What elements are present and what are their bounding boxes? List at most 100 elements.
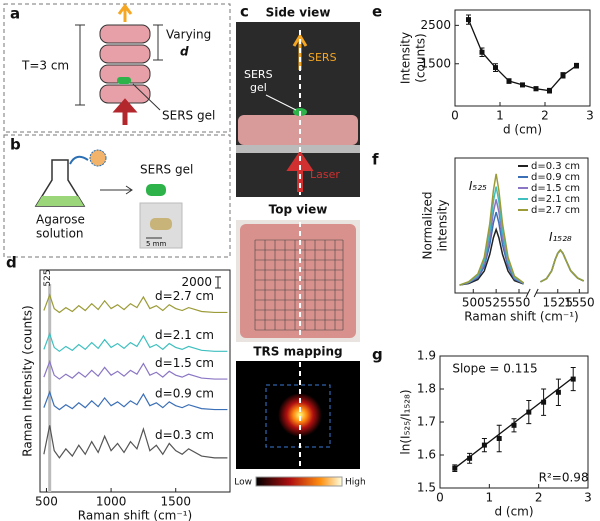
diagram-text: Varying [166, 28, 211, 42]
x-tick-label: 3 [586, 109, 594, 123]
x-tick-label: 1 [496, 109, 504, 123]
annotation: I₅₂₅ [469, 179, 487, 193]
x-tick-label: 1550 [564, 296, 595, 310]
x-tick-label: 1000 [96, 495, 127, 509]
x-axis-label: Raman shift (cm⁻¹) [78, 509, 192, 521]
y-axis-label: Normalized [421, 191, 435, 259]
series-label: d=2.7 cm [155, 289, 214, 303]
side-photo [236, 22, 360, 197]
diagram-text: Top view [269, 203, 328, 217]
diagram-text: SERS [308, 51, 337, 64]
diagram-text: TRS mapping [253, 345, 342, 359]
data-point [479, 49, 485, 55]
diagram-text: Laser [310, 168, 340, 181]
y-tick-label: 1.5 [417, 481, 436, 495]
y-tick-label: 1.7 [417, 415, 436, 429]
reference-label: 525 [43, 269, 53, 286]
tissue-stack [75, 3, 163, 125]
flask-diagram [34, 149, 183, 249]
series-line [459, 199, 524, 286]
plot-frame [39, 269, 231, 493]
panel-box [3, 134, 231, 258]
y-tick-label: 1500 [420, 56, 451, 70]
legend-label: d=0.9 cm [531, 172, 580, 183]
diagram-text: solution [36, 227, 84, 241]
panel-label: f [372, 151, 379, 169]
panel-label: c [240, 3, 249, 21]
diagram-text: 5 mm [146, 240, 166, 248]
data-point [452, 465, 458, 471]
series-line [43, 390, 228, 411]
panel-label: b [10, 136, 21, 154]
legend-label: d=1.5 cm [531, 183, 580, 194]
diagram-text: Side view [266, 6, 331, 20]
series-line [459, 227, 524, 286]
x-tick-label: 500 [462, 296, 485, 310]
heat-map [236, 361, 360, 487]
axis-break [525, 288, 539, 298]
series-line [467, 19, 577, 92]
data-point [481, 442, 487, 448]
scale-bar-label: 2000 [181, 275, 212, 289]
annotation: I₁₅₂₈ [549, 230, 572, 244]
x-tick-label: 0 [451, 109, 459, 123]
plot-frame [454, 9, 591, 107]
x-tick-label: 550 [508, 296, 531, 310]
series-line [459, 211, 524, 286]
data-point [533, 86, 539, 92]
data-point [493, 65, 498, 71]
plot-frame [454, 157, 589, 294]
scale-bar [215, 276, 221, 289]
series-line [540, 248, 584, 283]
diagram-text: SERS gel [162, 109, 215, 123]
data-point [496, 436, 502, 441]
annotation: Slope = 0.115 [452, 362, 537, 376]
panel-label: a [10, 5, 20, 23]
data-point [520, 82, 525, 88]
x-tick-label: 500 [35, 495, 58, 509]
y-tick-label: 1.6 [417, 448, 436, 462]
series-line [43, 332, 228, 353]
diagram-text: High [345, 478, 366, 488]
series-line [43, 425, 228, 459]
top-photo [236, 220, 360, 342]
y-tick-label: 1.9 [417, 349, 436, 363]
y-axis-label: (counts) [414, 33, 428, 82]
diagram-text: Low [234, 478, 252, 488]
legend-label: d=2.7 cm [531, 205, 580, 216]
series-line [43, 293, 228, 314]
series-label: d=0.3 cm [155, 428, 214, 442]
x-tick-label: 1525 [542, 296, 573, 310]
data-point [467, 455, 473, 461]
series-line [43, 359, 228, 380]
x-tick-label: 0 [436, 491, 444, 505]
x-tick-label: 1 [486, 491, 494, 505]
diagram-text: Agarose [36, 213, 85, 227]
panel-label: d [6, 254, 17, 272]
panel-label: e [372, 3, 382, 21]
data-point [526, 409, 532, 415]
series-label: d=0.9 cm [155, 386, 214, 400]
x-tick-label: 2 [535, 491, 543, 505]
diagram-text: SERS gel [140, 163, 193, 177]
data-point [555, 389, 561, 395]
series-line [459, 173, 525, 286]
data-point [506, 78, 512, 84]
x-tick-label: 525 [485, 296, 508, 310]
diagram-text: d [180, 45, 189, 59]
series-line [459, 186, 524, 286]
data-point [511, 422, 517, 428]
data-point [547, 88, 552, 94]
annotation: R²=0.98 [539, 471, 589, 485]
axis-break [528, 289, 537, 297]
data-point [570, 376, 576, 382]
y-tick-label: 2500 [420, 18, 451, 32]
x-axis-label: d (cm) [503, 123, 542, 137]
x-tick-label: 3 [584, 491, 592, 505]
series-label: d=2.1 cm [155, 328, 214, 342]
panel-box [3, 3, 231, 133]
y-tick-label: 1.8 [417, 382, 436, 396]
data-point [574, 63, 579, 69]
y-axis-label: intensity [436, 199, 450, 251]
